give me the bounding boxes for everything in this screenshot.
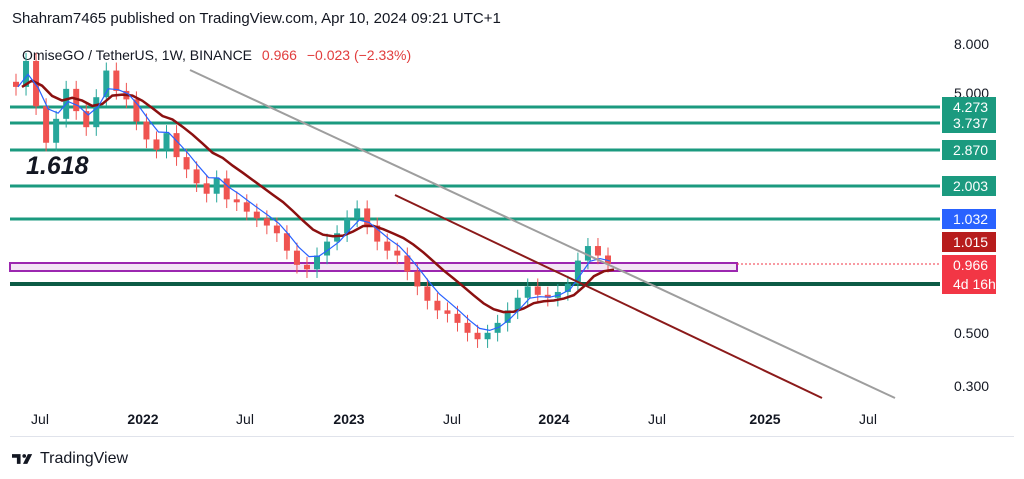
last-price: 0.966 (261, 47, 297, 63)
x-tick-label: Jul (859, 411, 877, 427)
candle-body (253, 211, 260, 219)
level-tag (942, 140, 996, 160)
candle-body (504, 310, 511, 323)
level-tag-label: 3.737 (953, 115, 988, 131)
price-tag (942, 209, 996, 229)
candle-body (424, 286, 431, 301)
price-tag (942, 232, 996, 252)
candle-body (374, 225, 381, 242)
candle-body (474, 332, 481, 340)
candle-body (404, 255, 411, 272)
candle-body (23, 60, 30, 87)
y-tick-label: 0.300 (954, 378, 989, 394)
footer-divider (10, 436, 1014, 437)
candle-body (514, 297, 521, 311)
y-tick-label: 8.000 (954, 36, 989, 52)
candle-body (163, 133, 170, 150)
candle-body (293, 250, 300, 265)
fib-annotation: 1.618 (26, 152, 89, 180)
candle-body (303, 264, 310, 270)
candle-body (43, 106, 50, 143)
brand-name: TradingView (40, 450, 129, 467)
candle-body (594, 246, 601, 256)
trendline-grey (189, 69, 896, 399)
price-tag (942, 255, 996, 275)
candle-body (53, 118, 60, 143)
candle-body (534, 286, 541, 295)
candle-body (394, 250, 401, 256)
candle-body (263, 218, 270, 226)
candle-body (273, 225, 280, 234)
tradingview-logo-icon (12, 454, 33, 464)
candle-body (384, 241, 391, 251)
candle-body (223, 178, 230, 200)
x-tick-label: Jul (236, 411, 254, 427)
candle-body (203, 183, 210, 194)
candle-body (414, 271, 421, 287)
candle-body (605, 255, 611, 264)
candle-body (113, 70, 120, 91)
trendline-darkred (394, 194, 823, 399)
symbol-legend: OmiseGO / TetherUS, 1W, BINANCE 0.966 −0… (22, 47, 411, 63)
price-tag-label: 0.966 (953, 257, 988, 273)
candle-body (434, 300, 441, 311)
candle-body (83, 111, 90, 128)
candle-body (334, 233, 341, 242)
candle-body (324, 241, 331, 256)
level-tag-label: 4.273 (953, 99, 988, 115)
candle-body (484, 332, 491, 340)
candle-body (103, 70, 110, 98)
candle-body (183, 157, 190, 170)
price-tag-label: 1.032 (953, 211, 988, 227)
candle-body (13, 81, 19, 87)
publish-info: Shahram7465 published on TradingView.com… (12, 10, 501, 27)
symbol-title: OmiseGO / TetherUS, 1W, BINANCE (22, 47, 253, 63)
candle-body (584, 246, 591, 261)
candle-body (143, 121, 150, 140)
candle-body (153, 139, 160, 150)
price-tag-label: 1.015 (953, 234, 988, 250)
x-tick-label: Jul (648, 411, 666, 427)
level-tag (942, 97, 996, 117)
price-tag-label: 4d 16h (953, 276, 996, 292)
x-tick-label: Jul (443, 411, 461, 427)
candle-body (354, 208, 361, 219)
price-tag (942, 274, 996, 294)
level-tag-label: 2.870 (953, 142, 988, 158)
candle-body (243, 202, 250, 212)
level-tag (942, 176, 996, 196)
candle-body (93, 97, 100, 128)
x-tick-label: Jul (31, 411, 49, 427)
candle-body (464, 322, 471, 333)
level-tag (942, 113, 996, 133)
y-tick-label: 0.500 (954, 325, 989, 341)
price-change: −0.023 (−2.33%) (306, 47, 412, 63)
x-tick-label: 2024 (538, 411, 569, 427)
candle-body (133, 99, 140, 122)
candle-body (444, 310, 451, 314)
candle-body (564, 283, 571, 292)
candle-body (314, 255, 321, 270)
candle-body (283, 233, 290, 251)
candle-body (233, 199, 240, 203)
candle-body (574, 260, 581, 284)
candle-body (173, 133, 180, 158)
x-tick-label: 2023 (333, 411, 364, 427)
channel-box (9, 262, 738, 272)
ema-slow-line (21, 79, 615, 314)
candle-body (524, 286, 531, 298)
x-tick-label: 2022 (127, 411, 158, 427)
candle-body (193, 169, 200, 184)
level-tag-label: 2.003 (953, 178, 988, 194)
tradingview-logo[interactable]: TradingView (12, 450, 128, 468)
y-tick-label: 5.000 (954, 85, 989, 101)
x-tick-label: 2025 (749, 411, 780, 427)
candle-body (364, 208, 371, 226)
candle-body (213, 178, 220, 194)
ema-fast-line (17, 73, 611, 332)
candle-body (544, 294, 551, 298)
candle-body (344, 218, 351, 234)
candle-body (454, 313, 461, 323)
